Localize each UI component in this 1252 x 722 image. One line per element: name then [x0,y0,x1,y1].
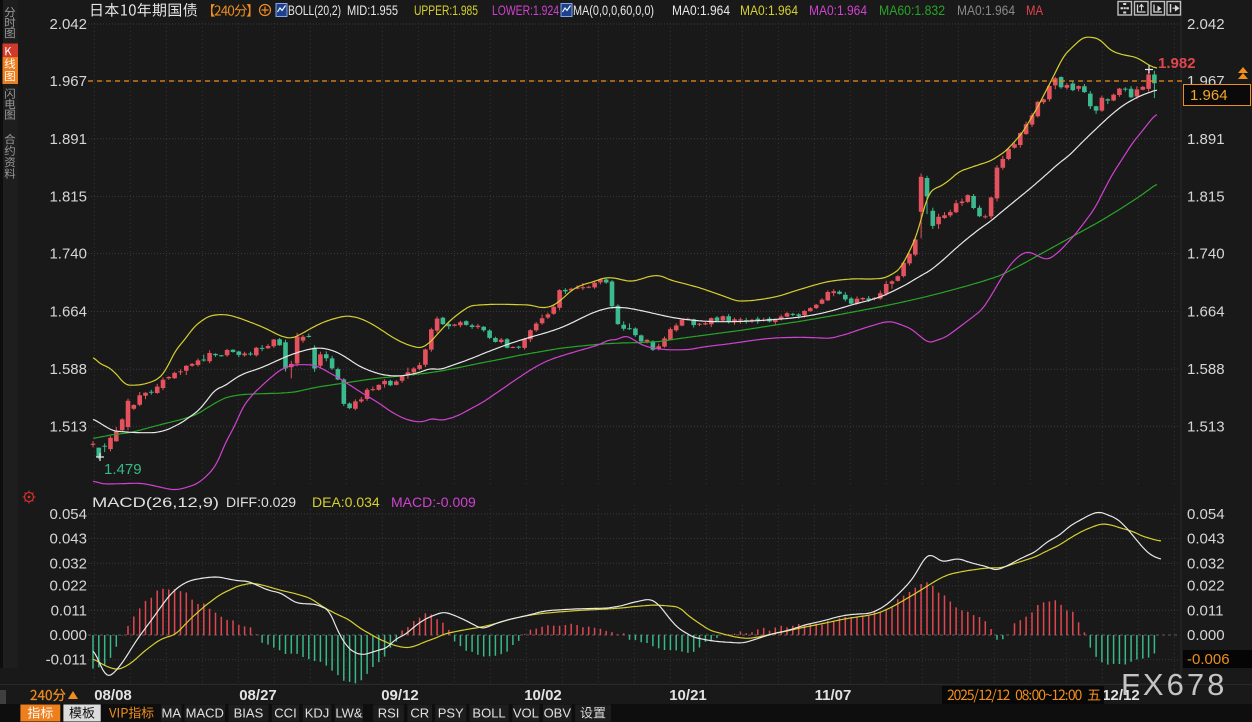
svg-text:CCI: CCI [274,706,296,721]
svg-text:08/27: 08/27 [239,687,277,704]
svg-text:VOL: VOL [513,706,539,721]
svg-text:DEA:0.034: DEA:0.034 [312,494,380,510]
svg-text:1.967: 1.967 [49,73,87,90]
svg-text:0.022: 0.022 [49,578,87,595]
svg-text:MA0:1.964: MA0:1.964 [957,2,1015,18]
svg-text:MA60:1.832: MA60:1.832 [879,2,945,18]
svg-text:0.032: 0.032 [49,555,87,572]
svg-text:OBV: OBV [544,706,572,721]
svg-text:1.740: 1.740 [49,246,87,263]
svg-text:0.043: 0.043 [1187,531,1225,548]
svg-text:1.964: 1.964 [1190,87,1228,104]
svg-text:1.815: 1.815 [1187,189,1225,206]
svg-text:DIFF:0.029: DIFF:0.029 [226,494,296,510]
svg-text:1.891: 1.891 [1187,131,1225,148]
svg-text:MACD(26,12,9): MACD(26,12,9) [92,494,219,510]
svg-text:0.043: 0.043 [49,531,87,548]
svg-text:KDJ: KDJ [305,706,330,721]
svg-text:10/02: 10/02 [524,687,562,704]
svg-text:MA(0,0,0,60,0,0): MA(0,0,0,60,0,0) [573,2,654,18]
svg-text:12/12: 12/12 [1102,687,1140,704]
svg-text:BOLL: BOLL [472,706,505,721]
svg-text:1.982: 1.982 [1158,55,1196,72]
svg-text:MID:1.955: MID:1.955 [347,2,398,18]
svg-text:1.513: 1.513 [1187,418,1225,435]
svg-text:LOWER:1.924: LOWER:1.924 [492,2,559,18]
svg-text:0.054: 0.054 [1187,506,1225,523]
svg-text:RSI: RSI [378,706,400,721]
svg-text:1.815: 1.815 [49,189,87,206]
svg-text:1.588: 1.588 [1187,361,1225,378]
svg-text:2.042: 2.042 [1187,16,1225,33]
svg-text:FX678: FX678 [1121,667,1227,702]
svg-text:MA0:1.964: MA0:1.964 [672,2,730,18]
svg-text:MACD: MACD [186,706,224,721]
svg-text:1.588: 1.588 [49,361,87,378]
svg-text:MA: MA [162,706,182,721]
svg-text:PSY: PSY [438,706,464,721]
svg-text:MACD:-0.009: MACD:-0.009 [391,494,476,510]
svg-text:MA0:1.964: MA0:1.964 [809,2,867,18]
svg-text:0.000: 0.000 [49,627,87,644]
svg-text:2.042: 2.042 [49,16,87,33]
svg-text:1.891: 1.891 [49,131,87,148]
svg-text:LW&: LW& [335,706,363,721]
svg-text:1.513: 1.513 [49,418,87,435]
svg-text:09/12: 09/12 [381,687,419,704]
svg-text:1.479: 1.479 [104,461,142,478]
svg-text:11/07: 11/07 [815,687,852,704]
svg-text:0.011: 0.011 [51,602,87,619]
svg-text:0.000: 0.000 [1187,627,1225,644]
svg-text:BIAS: BIAS [234,706,264,721]
svg-text:BOLL(20,2): BOLL(20,2) [288,2,341,18]
svg-text:-0.011: -0.011 [46,652,87,669]
svg-text:0.054: 0.054 [49,506,87,523]
svg-text:10/21: 10/21 [669,687,707,704]
svg-text:0.022: 0.022 [1187,578,1225,595]
svg-text:1.740: 1.740 [1187,246,1225,263]
svg-text:1.664: 1.664 [49,303,87,320]
svg-text:08/08: 08/08 [94,687,132,704]
svg-text:0.011: 0.011 [1187,602,1223,619]
svg-text:UPPER:1.985: UPPER:1.985 [414,2,478,18]
svg-text:MA: MA [1026,2,1044,18]
svg-text:0.032: 0.032 [1187,555,1225,572]
svg-text:CR: CR [410,706,429,721]
svg-text:MA0:1.964: MA0:1.964 [740,2,798,18]
svg-text:1.664: 1.664 [1187,303,1225,320]
svg-text:-0.006: -0.006 [1187,651,1230,668]
